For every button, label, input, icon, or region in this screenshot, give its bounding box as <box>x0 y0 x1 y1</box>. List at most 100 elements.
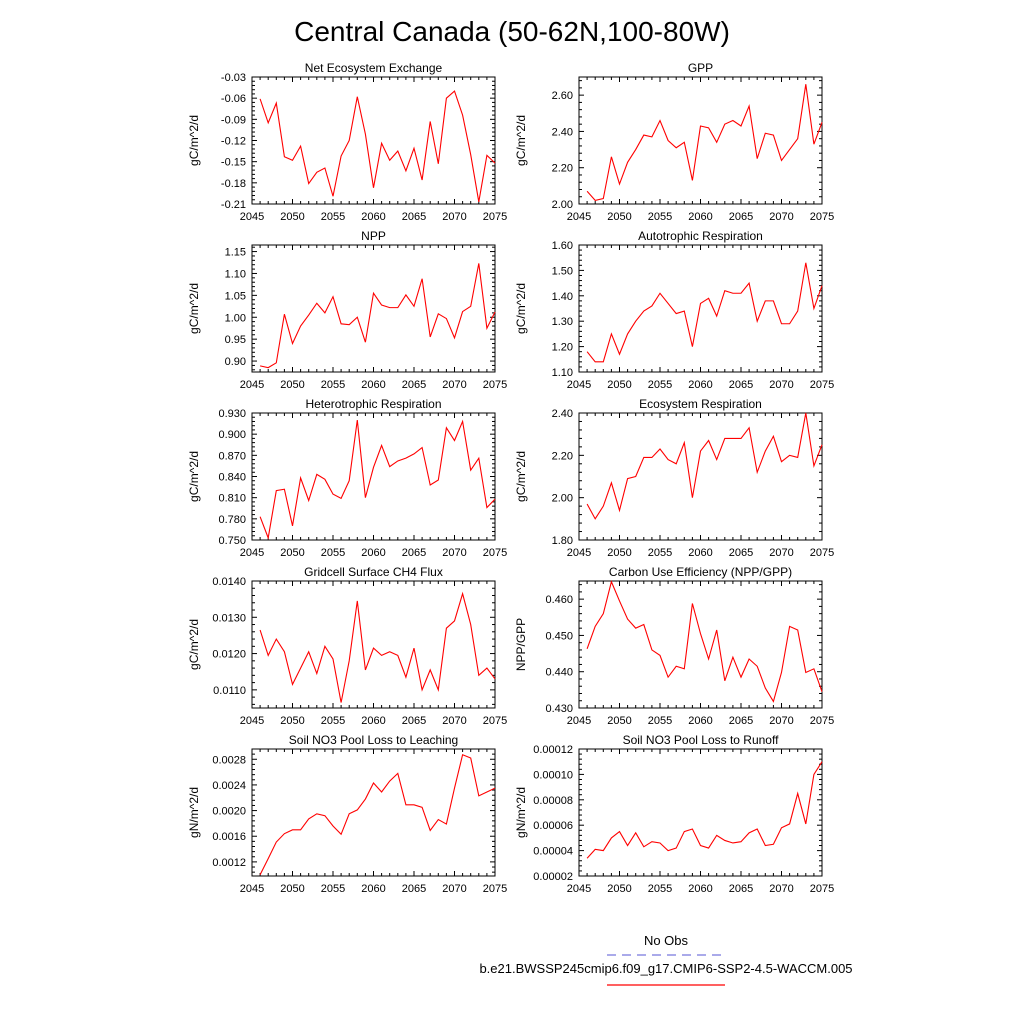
x-tick-label: 2060 <box>688 211 712 223</box>
y-tick-label: 2.20 <box>552 450 573 462</box>
x-tick-label: 2065 <box>402 211 426 223</box>
x-tick-label: 2050 <box>280 379 304 391</box>
x-tick-label: 2050 <box>280 547 304 559</box>
y-tick-label: 0.930 <box>218 408 246 420</box>
x-tick-label: 2045 <box>567 211 591 223</box>
panel-title: Soil NO3 Pool Loss to Leaching <box>289 733 458 747</box>
y-axis-label: NPP/GPP <box>514 618 528 671</box>
y-tick-label: 0.0012 <box>212 857 246 869</box>
series-line <box>259 90 496 202</box>
x-tick-label: 2075 <box>810 883 834 895</box>
y-tick-label: 2.00 <box>552 493 573 505</box>
x-tick-label: 2070 <box>769 379 793 391</box>
series-line <box>586 580 823 703</box>
y-tick-label: 0.780 <box>218 514 246 526</box>
x-tick-label: 2060 <box>361 547 385 559</box>
legend: No Obs b.e21.BWSSP245cmip6.f09_g17.CMIP6… <box>479 933 853 986</box>
y-tick-label: 0.0130 <box>212 612 246 624</box>
y-tick-label: 0.0120 <box>212 649 246 661</box>
legend-label-no-obs: No Obs <box>644 933 689 948</box>
y-axis-label: gC/m^2/d <box>187 283 201 334</box>
x-tick-label: 2045 <box>240 379 264 391</box>
y-tick-label: 0.750 <box>218 535 246 547</box>
x-tick-label: 2065 <box>402 547 426 559</box>
y-tick-label: -0.21 <box>221 199 246 211</box>
x-tick-label: 2055 <box>321 715 345 727</box>
plot-frame <box>251 244 496 373</box>
y-tick-label: 2.40 <box>552 408 573 420</box>
y-tick-label: 0.450 <box>545 630 573 642</box>
y-tick-label: 0.0024 <box>212 780 246 792</box>
panel-gridcell-surface-ch4-flux: Gridcell Surface CH4 Flux gC/m^2/d 2045 205… <box>187 565 507 727</box>
x-tick-label: 2075 <box>810 715 834 727</box>
y-axis-label: gC/m^2/d <box>187 619 201 670</box>
y-tick-label: -0.06 <box>221 93 246 105</box>
x-tick-label: 2055 <box>648 211 672 223</box>
panel-net-ecosystem-exchange: Net Ecosystem Exchange gC/m^2/d 2045 2050 20… <box>187 61 507 223</box>
plot-frame <box>251 580 496 709</box>
x-tick-label: 2070 <box>769 715 793 727</box>
y-tick-label: -0.18 <box>221 178 246 190</box>
panel-title: NPP <box>361 229 386 243</box>
plot-frame <box>578 412 823 541</box>
x-tick-label: 2075 <box>483 211 507 223</box>
y-tick-label: 1.00 <box>225 312 246 324</box>
y-tick-label: 0.00012 <box>533 744 573 756</box>
x-tick-label: 2065 <box>729 715 753 727</box>
y-tick-label: 0.810 <box>218 493 246 505</box>
x-tick-label: 2045 <box>240 715 264 727</box>
y-tick-label: 1.80 <box>552 535 573 547</box>
x-tick-label: 2060 <box>688 379 712 391</box>
x-tick-label: 2065 <box>729 211 753 223</box>
x-tick-label: 2055 <box>648 715 672 727</box>
series-line <box>259 419 496 540</box>
y-tick-label: 0.870 <box>218 450 246 462</box>
y-tick-label: 1.20 <box>552 342 573 354</box>
x-tick-label: 2050 <box>280 715 304 727</box>
x-tick-label: 2065 <box>402 379 426 391</box>
x-tick-label: 2075 <box>810 547 834 559</box>
y-tick-label: 0.00006 <box>533 820 573 832</box>
y-tick-label: -0.15 <box>221 157 246 169</box>
y-tick-label: 0.440 <box>545 667 573 679</box>
x-tick-label: 2070 <box>442 379 466 391</box>
y-tick-label: 2.20 <box>552 163 573 175</box>
panels: Net Ecosystem Exchange gC/m^2/d 2045 2050 20… <box>187 61 834 895</box>
panel-soil-no3-pool-loss-to-runoff: Soil NO3 Pool Loss to Runoff gN/m^2/d 2045… <box>514 733 834 895</box>
panel-soil-no3-pool-loss-to-leaching: Soil NO3 Pool Loss to Leaching gN/m^2/d 20… <box>187 733 507 895</box>
series-line <box>586 84 823 201</box>
x-tick-label: 2075 <box>810 379 834 391</box>
y-tick-label: 0.0020 <box>212 806 246 818</box>
x-tick-label: 2070 <box>442 715 466 727</box>
plot-frame <box>578 76 823 205</box>
y-tick-label: 0.90 <box>225 356 246 368</box>
y-tick-label: 0.0016 <box>212 831 246 843</box>
x-tick-label: 2055 <box>648 379 672 391</box>
y-tick-label: 1.50 <box>552 265 573 277</box>
y-tick-label: 0.0028 <box>212 754 246 766</box>
x-tick-label: 2050 <box>607 547 631 559</box>
x-tick-label: 2070 <box>442 883 466 895</box>
y-axis-label: gN/m^2/d <box>514 787 528 838</box>
x-tick-label: 2045 <box>567 379 591 391</box>
panel-autotrophic-respiration: Autotrophic Respiration gC/m^2/d 2045 2050 2… <box>514 229 834 391</box>
panel-title: Autotrophic Respiration <box>638 229 763 243</box>
y-tick-label: 1.10 <box>552 367 573 379</box>
plot-frame <box>578 580 823 709</box>
x-tick-label: 2065 <box>402 883 426 895</box>
y-tick-label: -0.12 <box>221 136 246 148</box>
y-tick-label: 1.30 <box>552 316 573 328</box>
y-tick-label: 1.40 <box>552 291 573 303</box>
plot-frame <box>578 748 823 877</box>
y-tick-label: 0.840 <box>218 472 246 484</box>
legend-label-model-run: b.e21.BWSSP245cmip6.f09_g17.CMIP6-SSP2-4… <box>479 961 852 976</box>
series-line <box>259 591 496 703</box>
x-tick-label: 2045 <box>240 883 264 895</box>
x-tick-label: 2075 <box>483 547 507 559</box>
x-tick-label: 2055 <box>321 211 345 223</box>
y-tick-label: 2.60 <box>552 90 573 102</box>
y-tick-label: 0.430 <box>545 703 573 715</box>
x-tick-label: 2060 <box>688 715 712 727</box>
x-tick-label: 2060 <box>361 715 385 727</box>
